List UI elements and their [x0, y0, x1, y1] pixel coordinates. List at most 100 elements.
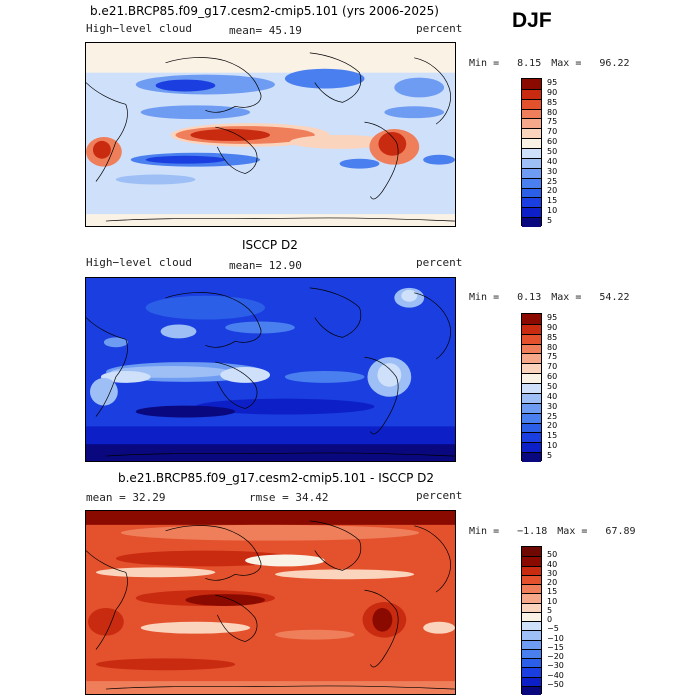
- rmse-label: rmse = 34.42: [249, 491, 329, 504]
- colorbar-tick-label: 95: [547, 312, 558, 322]
- colorbar-tick-label: 15: [547, 431, 558, 441]
- panel-title: b.e21.BRCP85.f09_g17.cesm2-cmip5.101 - I…: [118, 471, 435, 485]
- colorbar-swatch: [522, 639, 541, 649]
- season-label: DJF: [512, 9, 552, 32]
- colorbar-tick-label: 40: [547, 559, 558, 569]
- colorbar-tick-label: 85: [547, 332, 558, 342]
- colorbar-swatch: [522, 333, 541, 344]
- colorbar-swatch: [522, 177, 541, 188]
- colorbar-swatch: [522, 630, 541, 640]
- colorbar-swatch: [522, 676, 541, 686]
- contour-map: [86, 43, 455, 226]
- min-value: 8.15: [517, 58, 542, 69]
- colorbar-tick-label: 10: [547, 596, 558, 606]
- colorbar-tick-label: 5: [547, 216, 553, 226]
- min-value: −1.18: [517, 526, 548, 537]
- colorbar-tick-label: 20: [547, 578, 558, 587]
- colorbar-swatch: [522, 187, 541, 198]
- colorbar-tick-label: −30: [547, 661, 564, 671]
- colorbar-swatch: [522, 602, 541, 612]
- mean-label: mean= 45.19: [229, 24, 302, 37]
- colorbar-swatch: [522, 593, 541, 603]
- colorbar-swatch: [522, 138, 541, 149]
- max-label: Max =: [557, 526, 588, 537]
- panel-title: ISCCP D2: [242, 238, 298, 252]
- colorbar-tick-label: 40: [547, 391, 558, 401]
- colorbar-swatch: [522, 118, 541, 129]
- colorbar-tick-label: 5: [547, 451, 553, 461]
- colorbar-tick-label: 0: [547, 615, 553, 624]
- colorbar-swatch: [522, 79, 541, 89]
- colorbar: [521, 546, 542, 695]
- colorbar-swatch: [522, 611, 541, 621]
- colorbar-tick-label: 90: [547, 322, 558, 332]
- min-max-readout: Min = −1.18 Max = 67.89: [469, 526, 636, 537]
- contour-map: [86, 511, 455, 694]
- min-label: Min =: [469, 526, 500, 537]
- colorbar-swatch: [522, 442, 541, 453]
- max-label: Max =: [551, 292, 582, 303]
- colorbar-swatch: [522, 621, 541, 631]
- colorbar-swatch: [522, 658, 541, 668]
- mean-label: mean= 12.90: [229, 259, 302, 272]
- colorbar-tick-label: 10: [547, 206, 558, 216]
- colorbar-tick-label: −20: [547, 652, 564, 661]
- colorbar-tick-label: 20: [547, 186, 558, 196]
- variable-label: High−level cloud: [86, 256, 192, 269]
- colorbar-tick-label: 25: [547, 411, 558, 421]
- colorbar-tick-label: −10: [547, 633, 564, 643]
- colorbar-tick-label: 70: [547, 127, 558, 137]
- colorbar-tick-label: 80: [547, 342, 558, 352]
- colorbar-swatch: [522, 402, 541, 413]
- panel-title: b.e21.BRCP85.f09_g17.cesm2-cmip5.101 (yr…: [90, 4, 439, 18]
- colorbar-swatch: [522, 392, 541, 403]
- colorbar-tick-label: 25: [547, 176, 558, 186]
- colorbar-tick-label: 60: [547, 372, 558, 382]
- max-value: 96.22: [599, 58, 630, 69]
- colorbar-tick-label: 50: [547, 382, 558, 391]
- colorbar-tick-label: 5: [547, 605, 553, 615]
- colorbar-swatch: [522, 547, 541, 557]
- colorbar-tick-label: 15: [547, 196, 558, 206]
- colorbar-swatch: [522, 422, 541, 433]
- colorbar-swatch: [522, 314, 541, 324]
- colorbar-swatch: [522, 584, 541, 594]
- colorbar-swatch: [522, 108, 541, 119]
- colorbar-swatch: [522, 412, 541, 423]
- colorbar-tick-label: 40: [547, 156, 558, 166]
- colorbar-swatch: [522, 343, 541, 354]
- colorbar-swatch: [522, 207, 541, 218]
- colorbar-swatch: [522, 648, 541, 658]
- min-value: 0.13: [517, 292, 542, 303]
- colorbar-swatch: [522, 432, 541, 443]
- colorbar-tick-label: 50: [547, 550, 558, 560]
- colorbar-swatch: [522, 353, 541, 364]
- colorbar-swatch: [522, 685, 541, 695]
- min-label: Min =: [469, 58, 500, 69]
- map-panel: [85, 42, 456, 227]
- colorbar-tick-label: 30: [547, 401, 558, 411]
- colorbar-swatch: [522, 217, 541, 227]
- colorbar-swatch: [522, 98, 541, 109]
- colorbar-swatch: [522, 556, 541, 566]
- units-label: percent: [416, 256, 463, 269]
- colorbar-tick-label: 75: [547, 117, 558, 127]
- max-value: 54.22: [599, 292, 630, 303]
- colorbar-swatch: [522, 157, 541, 168]
- colorbar-tick-label: −15: [547, 642, 564, 652]
- units-label: percent: [416, 489, 463, 502]
- colorbar-swatch: [522, 323, 541, 334]
- colorbar-tick-label: 50: [547, 147, 558, 156]
- colorbar-swatch: [522, 383, 541, 393]
- units-label: percent: [416, 22, 463, 35]
- colorbar-tick-label: 20: [547, 421, 558, 431]
- colorbar-tick-label: 30: [547, 568, 558, 578]
- colorbar-swatch: [522, 452, 541, 462]
- colorbar-swatch: [522, 148, 541, 158]
- max-value: 67.89: [605, 526, 636, 537]
- colorbar-swatch: [522, 197, 541, 208]
- colorbar: [521, 78, 542, 227]
- colorbar-swatch: [522, 88, 541, 99]
- colorbar-swatch: [522, 128, 541, 139]
- colorbar-tick-label: 30: [547, 166, 558, 176]
